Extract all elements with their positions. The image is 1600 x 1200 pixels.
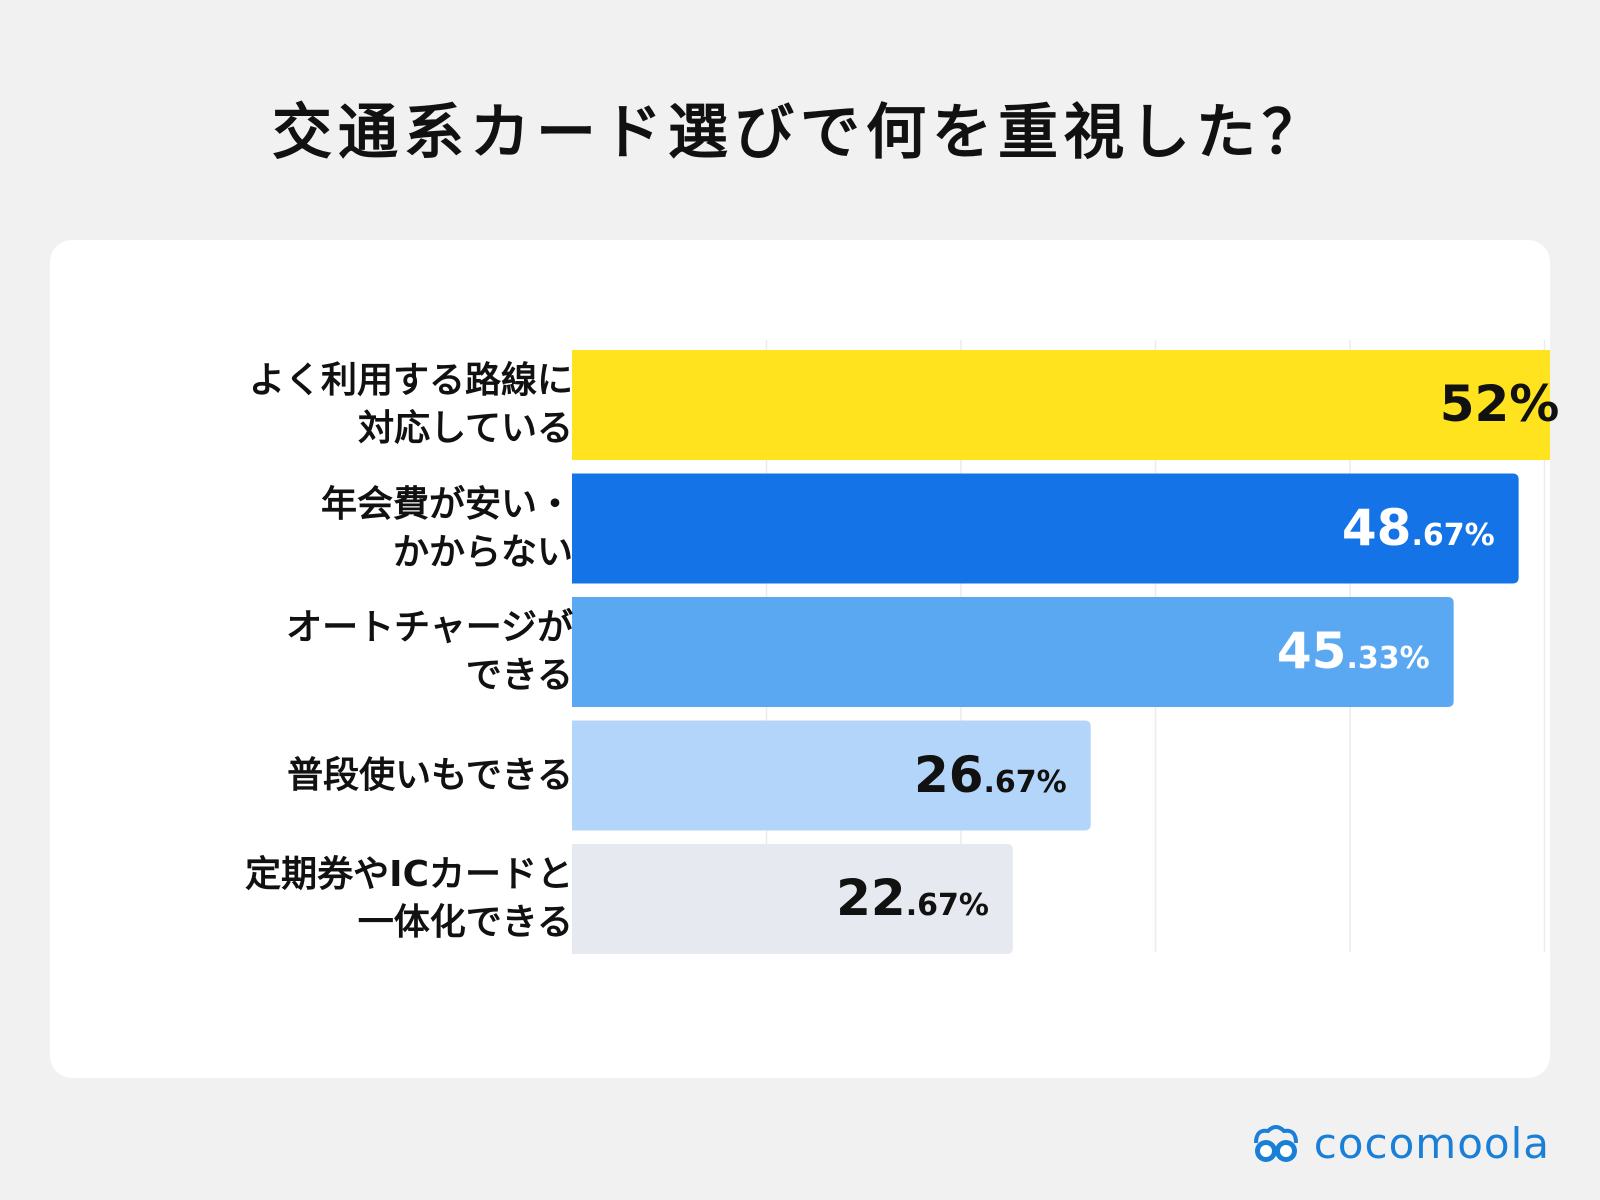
bar: [572, 720, 1091, 831]
data-label: 45.33%: [1277, 626, 1430, 676]
data-label-decimal: .67%: [1411, 517, 1495, 553]
data-label-decimal: .33%: [1346, 641, 1430, 676]
bar: [572, 597, 1454, 707]
category-label-line: 一体化できる: [357, 902, 573, 943]
category-label: 年会費が安い・かからない: [153, 481, 573, 577]
data-label: 48.67%: [1342, 503, 1495, 553]
bar: [572, 473, 1519, 584]
category-label-line: 対応している: [358, 408, 573, 449]
data-label: 26.67%: [914, 750, 1067, 800]
data-label: 52%: [1440, 379, 1560, 429]
data-label-decimal: %: [1509, 375, 1560, 433]
data-label: 22.67%: [836, 873, 989, 923]
brand-name: cocomoola: [1313, 1118, 1550, 1168]
bar-chart: [572, 340, 1550, 954]
category-label: よく利用する路線に対応している: [153, 357, 573, 453]
category-label-line: オートチャージが: [286, 607, 573, 648]
category-label-line: 定期券やICカードと: [245, 854, 573, 895]
category-label-line: できる: [465, 655, 573, 696]
data-label-decimal: .67%: [983, 764, 1067, 800]
category-label: 普段使いもできる: [153, 752, 573, 800]
category-label: 定期券やICカードと一体化できる: [153, 851, 573, 947]
bar: [572, 350, 1550, 460]
data-label-integer: 26: [913, 745, 984, 804]
data-label-integer: 22: [836, 869, 906, 927]
category-label-line: かからない: [392, 531, 573, 573]
chart-title: 交通系カード選びで何を重視した？: [272, 98, 1328, 168]
cocomoola-logo-icon: [1253, 1125, 1298, 1162]
data-label-integer: 45: [1276, 622, 1347, 680]
category-label: オートチャージができる: [153, 604, 573, 700]
data-label-integer: 48: [1341, 498, 1412, 557]
data-label-integer: 52: [1439, 375, 1510, 433]
category-label-line: 年会費が安い・: [320, 483, 573, 525]
brand-logo: cocomoola: [1248, 1118, 1550, 1168]
bar: [572, 844, 1013, 954]
data-label-decimal: .67%: [905, 888, 989, 923]
category-label-line: よく利用する路線に: [248, 360, 573, 401]
chart-card: よく利用する路線に 対応している 52% 年会費が安い・ かからない 48.67% オートチ…: [50, 240, 1559, 1078]
category-label-line: 普段使いもできる: [287, 754, 573, 796]
